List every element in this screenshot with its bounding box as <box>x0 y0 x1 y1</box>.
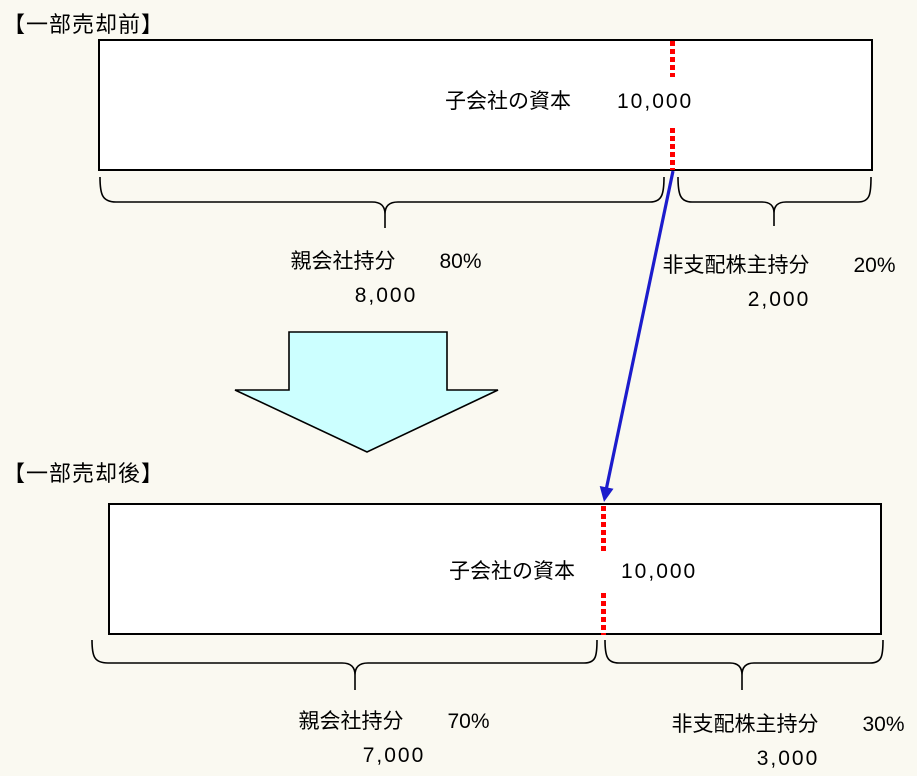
after-nci-annotation: 非支配株主持分 30% 3,000 <box>618 708 917 776</box>
before-capital-box <box>98 39 873 171</box>
after-nci-label: 非支配株主持分 <box>671 713 819 736</box>
before-capital-value: 10,000 <box>617 90 694 113</box>
after-capital-text: 子会社の資本 10,000 <box>449 555 697 585</box>
after-divider-line-top-segment <box>601 506 606 552</box>
before-capital-label: 子会社の資本 <box>445 90 571 113</box>
after-parent-pct: 70% <box>447 710 490 733</box>
before-parent-label: 親会社持分 <box>290 250 396 273</box>
after-parent-value: 7,000 <box>362 744 426 767</box>
after-nci-value: 3,000 <box>756 747 820 770</box>
after-nci-brace-icon <box>604 639 884 690</box>
after-section-title: 【一部売却後】 <box>3 461 165 486</box>
after-divider-line-bottom-segment <box>601 593 606 635</box>
after-parent-annotation: 親会社持分 70% 7,000 <box>224 705 564 773</box>
before-capital-text: 子会社の資本 10,000 <box>445 85 693 115</box>
partial-sale-arrow-label: 一部売却 <box>316 369 416 392</box>
before-nci-brace-icon <box>677 176 872 226</box>
after-capital-value: 10,000 <box>621 560 698 583</box>
before-section-title: 【一部売却前】 <box>3 12 165 37</box>
boundary-shift-arrow-line <box>604 170 675 489</box>
before-nci-label: 非支配株主持分 <box>662 254 810 277</box>
after-capital-box <box>108 503 882 635</box>
before-nci-value: 2,000 <box>747 288 811 311</box>
before-parent-annotation: 親会社持分 80% 8,000 <box>216 245 556 313</box>
before-nci-pct: 20% <box>853 254 896 277</box>
before-parent-brace-icon <box>99 176 665 228</box>
before-parent-value: 8,000 <box>354 284 418 307</box>
before-divider-line-top-segment <box>670 41 675 77</box>
before-nci-annotation: 非支配株主持分 20% 2,000 <box>609 249 917 317</box>
after-parent-label: 親会社持分 <box>298 710 404 733</box>
after-nci-pct: 30% <box>862 713 905 736</box>
after-capital-label: 子会社の資本 <box>449 560 575 583</box>
boundary-shift-arrowhead-icon <box>599 486 614 502</box>
before-divider-line-bottom-segment <box>670 128 675 170</box>
before-parent-pct: 80% <box>439 250 482 273</box>
after-parent-brace-icon <box>91 639 598 690</box>
